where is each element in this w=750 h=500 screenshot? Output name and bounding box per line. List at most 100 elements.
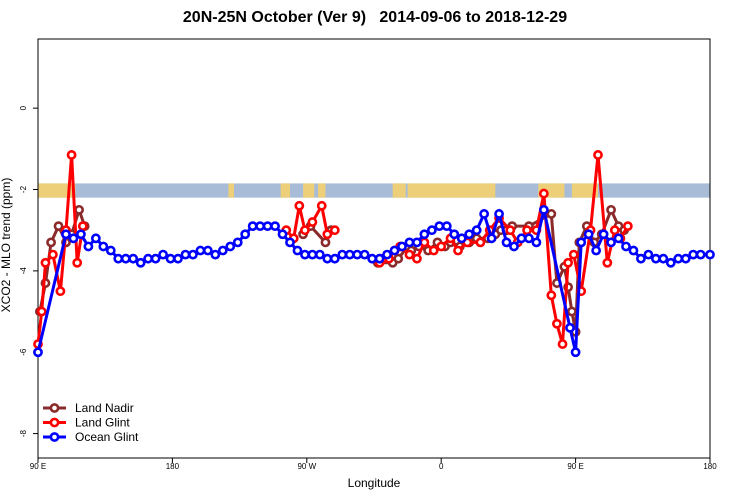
data-point [428,245,439,256]
data-point [609,225,620,236]
data-point [61,229,71,240]
data-point [74,204,84,215]
data-point [53,221,64,232]
data-point [658,253,669,264]
data-point [412,253,422,264]
data-point [419,237,430,248]
data-point [352,249,363,260]
data-point [598,229,609,240]
data-point [344,249,355,260]
data-point [300,249,310,260]
data-point [479,209,490,219]
data-point [255,221,266,232]
data-point [404,249,415,260]
data-point [72,257,83,268]
data-point [673,253,684,264]
data-point [120,253,131,264]
data-point [524,233,534,244]
data-point [688,249,699,260]
legend-marker [49,403,60,413]
data-point [570,347,581,358]
data-point [538,188,549,199]
data-point [210,249,221,260]
data-point [46,237,56,248]
data-point [622,221,633,232]
data-point [436,241,447,252]
chart-title: 20N-25N October (Ver 9) 2014-09-06 to 20… [182,9,568,26]
data-point [705,249,715,260]
data-point [453,245,463,256]
data-point [105,245,116,256]
data-point [565,322,575,333]
data-point [225,241,236,252]
data-point [150,253,161,264]
series-line [36,154,85,345]
data-point [113,253,124,264]
data-point [636,253,646,264]
data-point [449,229,460,240]
data-point [389,245,400,256]
data-point [557,339,568,349]
data-point [593,150,603,160]
legend-label: Land Glint [75,416,130,430]
data-point [522,225,532,236]
data-point [613,233,624,244]
data-point [40,257,51,268]
data-point [294,200,305,211]
x-tick-label: 90 W [297,462,316,471]
data-point [471,225,482,236]
data-point [602,257,613,268]
data-point [434,221,445,232]
legend-marker [49,417,60,428]
data-point [143,253,154,264]
data-point [464,229,475,240]
data-point [77,221,88,232]
data-point [165,253,176,264]
legend-label: Land Nadir [75,401,134,415]
data-point [277,229,288,240]
data-point [247,221,258,232]
x-tick-label: 180 [703,462,717,471]
data-point [393,253,404,264]
data-point [158,249,168,260]
data-point [135,257,146,268]
data-point [680,253,691,264]
data-point [98,241,109,252]
data-point [563,257,574,268]
data-point [314,249,325,260]
data-point [546,209,557,219]
data-point [695,249,706,260]
data-point [576,237,587,248]
legend-label: Ocean Glint [75,430,139,444]
data-point [48,249,58,260]
data-point [322,253,333,264]
data-point [628,245,639,256]
legend-marker [49,432,60,442]
data-point [531,237,542,248]
data-point [202,245,213,256]
data-point [552,318,562,329]
data-point [475,237,486,248]
data-point [270,221,280,232]
data-point [128,253,139,264]
data-point [419,229,430,240]
data-point [606,204,616,215]
data-point [546,290,557,301]
data-point [66,150,77,160]
data-point [180,249,191,260]
data-point [262,221,273,232]
data-point [494,209,504,219]
data-point [643,249,654,260]
data-point [232,237,243,248]
data-point [329,225,340,236]
y-tick-label: -4 [19,267,28,275]
data-point [55,286,66,297]
data-point [568,249,579,260]
data-point [359,249,370,260]
data-point [509,241,519,252]
data-point [307,249,318,260]
data-point [337,249,348,260]
